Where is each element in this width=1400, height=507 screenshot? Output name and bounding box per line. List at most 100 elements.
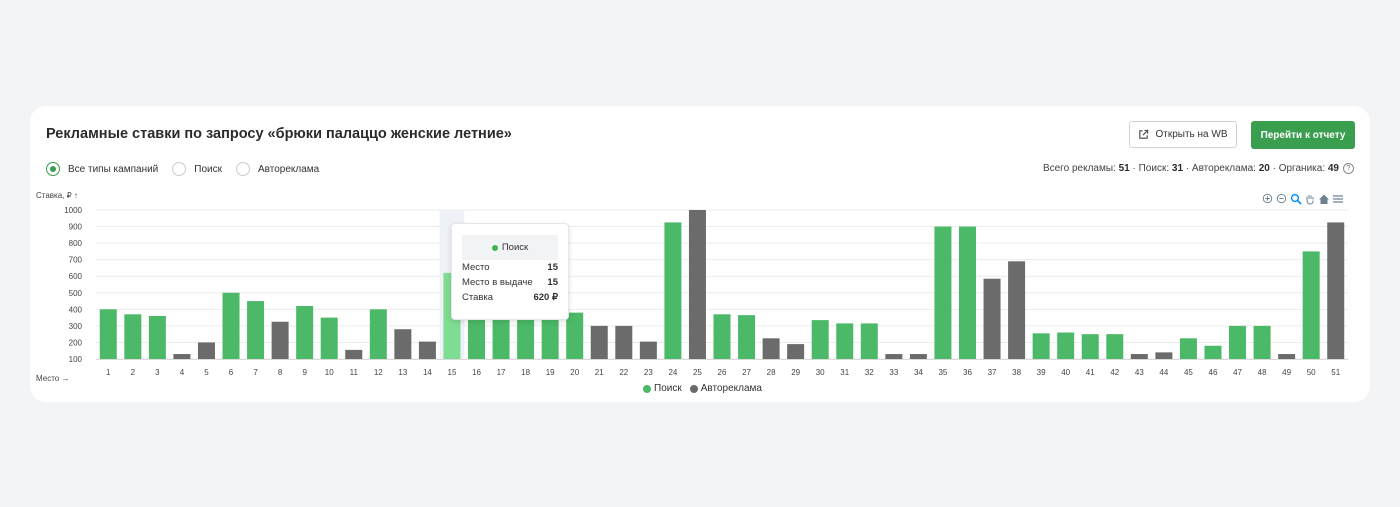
bar-2[interactable] [124, 314, 142, 359]
y-tick-label: 1000 [64, 206, 82, 215]
bar-8[interactable] [271, 321, 289, 359]
bar-45[interactable] [1179, 338, 1197, 359]
bar-41[interactable] [1081, 334, 1099, 359]
tooltip-bid-label: Ставка [462, 292, 494, 303]
bar-23[interactable] [639, 341, 657, 359]
bar-5[interactable] [197, 342, 215, 359]
filter-search[interactable]: Поиск [172, 162, 222, 176]
x-tick-label: 13 [398, 368, 407, 377]
bar-17[interactable] [492, 312, 510, 359]
bar-19[interactable] [541, 312, 559, 359]
legend-auto-dot [689, 384, 698, 393]
bar-11[interactable] [345, 349, 363, 359]
bar-43[interactable] [1130, 354, 1148, 359]
summary-total: 51 [1118, 163, 1130, 174]
bar-42[interactable] [1106, 334, 1124, 359]
legend-auto-label: Автореклама [700, 383, 762, 394]
bar-49[interactable] [1278, 354, 1296, 359]
x-tick-label: 25 [693, 368, 702, 377]
bar-9[interactable] [296, 306, 314, 359]
summary-total-label: Всего рекламы: [1042, 163, 1116, 174]
bar-22[interactable] [615, 325, 633, 359]
bar-51[interactable] [1327, 222, 1345, 359]
legend-auto[interactable]: Автореклама [689, 383, 762, 394]
ad-bids-card: Рекламные ставки по запросу «брюки палац… [30, 106, 1370, 402]
bar-18[interactable] [517, 312, 535, 359]
x-tick-label: 46 [1209, 368, 1218, 377]
bar-37[interactable] [983, 278, 1001, 359]
bar-24[interactable] [664, 222, 682, 359]
bar-tooltip: Поиск Место 15 Место в выдаче 15 Ставка … [451, 223, 569, 320]
bar-27[interactable] [738, 315, 756, 359]
radio-search[interactable] [172, 162, 187, 176]
x-tick-label: 44 [1159, 368, 1168, 377]
bar-13[interactable] [394, 329, 412, 359]
bar-33[interactable] [885, 354, 903, 359]
bar-26[interactable] [713, 314, 731, 359]
x-tick-label: 6 [229, 368, 234, 377]
y-tick-label: 100 [69, 355, 83, 364]
legend-search[interactable]: Поиск [643, 383, 682, 394]
x-tick-label: 40 [1061, 368, 1070, 377]
pan-hand-icon[interactable] [1303, 192, 1316, 205]
bar-3[interactable] [148, 315, 166, 359]
external-link-icon [1139, 129, 1149, 139]
bar-50[interactable] [1302, 251, 1320, 359]
x-tick-label: 7 [253, 368, 258, 377]
bar-20[interactable] [566, 312, 584, 359]
x-tick-label: 31 [840, 368, 849, 377]
bar-34[interactable] [909, 354, 927, 359]
chart-toolbar [1261, 192, 1344, 205]
go-to-report-button[interactable]: Перейти к отчету [1251, 121, 1355, 149]
bar-4[interactable] [173, 354, 191, 359]
x-tick-label: 11 [350, 368, 359, 377]
menu-icon[interactable] [1331, 192, 1344, 205]
bar-35[interactable] [934, 226, 952, 359]
filter-auto[interactable]: Автореклама [235, 162, 319, 176]
bar-1[interactable] [99, 309, 117, 359]
bar-48[interactable] [1253, 325, 1271, 359]
bar-6[interactable] [222, 292, 240, 359]
x-tick-label: 1 [106, 368, 111, 377]
x-tick-label: 10 [325, 368, 334, 377]
bar-40[interactable] [1057, 332, 1075, 359]
bar-47[interactable] [1229, 325, 1247, 359]
bar-32[interactable] [860, 323, 878, 359]
radio-auto[interactable] [235, 162, 250, 176]
bar-21[interactable] [590, 325, 608, 359]
tooltip-row-place: Место 15 [462, 260, 558, 275]
bar-29[interactable] [787, 344, 805, 359]
y-tick-label: 900 [69, 223, 83, 232]
bar-44[interactable] [1155, 352, 1173, 359]
bar-12[interactable] [369, 309, 387, 359]
chart-legend: Поиск Автореклама [643, 383, 762, 394]
bar-14[interactable] [418, 341, 436, 359]
x-tick-label: 42 [1110, 368, 1119, 377]
bar-7[interactable] [247, 301, 265, 359]
bar-31[interactable] [836, 323, 854, 359]
magnifier-icon[interactable] [1289, 192, 1302, 205]
open-on-wb-button[interactable]: Открыть на WB [1129, 121, 1237, 148]
bar-38[interactable] [1008, 261, 1026, 359]
summary-organic: 49 [1327, 163, 1339, 174]
x-tick-label: 33 [889, 368, 898, 377]
bar-36[interactable] [958, 226, 976, 359]
zoom-out-icon[interactable] [1275, 192, 1288, 205]
radio-all-types[interactable] [46, 162, 60, 176]
bar-46[interactable] [1204, 345, 1222, 359]
zoom-in-icon[interactable] [1261, 192, 1274, 205]
x-tick-label: 14 [423, 368, 432, 377]
x-tick-label: 36 [963, 368, 972, 377]
home-icon[interactable] [1317, 192, 1330, 205]
bar-28[interactable] [762, 338, 780, 359]
bar-25[interactable] [688, 210, 706, 359]
help-icon[interactable]: ? [1343, 163, 1354, 174]
filter-all-types[interactable]: Все типы кампаний [46, 162, 158, 176]
x-tick-label: 28 [767, 368, 776, 377]
x-tick-label: 32 [865, 368, 874, 377]
x-tick-label: 43 [1135, 368, 1144, 377]
bar-39[interactable] [1032, 333, 1050, 359]
bar-16[interactable] [468, 312, 486, 359]
bar-30[interactable] [811, 320, 829, 359]
bar-10[interactable] [320, 317, 338, 359]
